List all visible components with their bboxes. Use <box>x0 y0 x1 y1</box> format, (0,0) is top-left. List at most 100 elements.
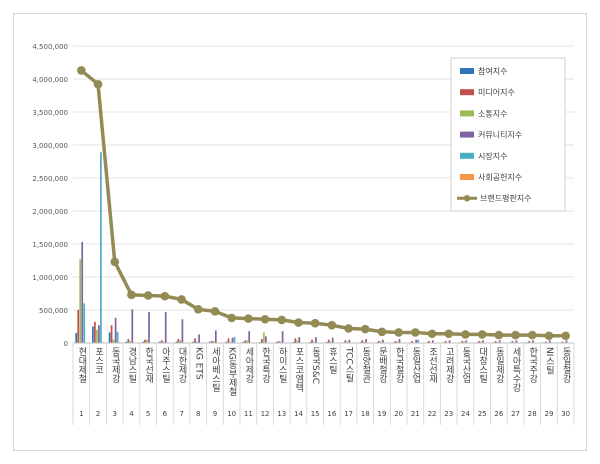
bar <box>365 339 367 343</box>
line-point <box>93 79 103 89</box>
bar <box>112 339 115 343</box>
line-point <box>444 329 454 339</box>
bar <box>417 339 420 343</box>
bar <box>544 341 547 343</box>
bar <box>363 341 365 343</box>
category-label: 고려제강 <box>444 347 454 383</box>
bar <box>331 337 334 343</box>
bar <box>129 341 132 343</box>
bar <box>511 341 514 343</box>
line-point <box>143 291 153 300</box>
bar <box>261 339 263 343</box>
bar <box>528 341 530 343</box>
bar <box>208 341 211 343</box>
bar <box>394 341 397 343</box>
line-point <box>294 318 303 327</box>
category-label: 현대제철 <box>76 347 86 383</box>
bar <box>83 303 86 343</box>
y-tick-label: 4,500,000 <box>32 43 68 51</box>
line-point <box>427 329 437 339</box>
category-label: 문배철강 <box>377 347 387 383</box>
bar <box>210 341 213 343</box>
line-point <box>160 291 170 301</box>
legend-label: 미디어지수 <box>478 87 515 97</box>
line-point <box>377 327 387 337</box>
bar <box>164 311 167 343</box>
bar <box>131 309 134 343</box>
line-point <box>411 328 420 337</box>
category-label: NI스틸 <box>544 347 554 374</box>
bar <box>225 341 228 343</box>
rank-label: 22 <box>428 410 437 418</box>
bar <box>244 340 247 343</box>
bar <box>194 338 196 343</box>
bar <box>177 339 180 343</box>
bar <box>81 242 84 343</box>
category-label: 하이스틸 <box>277 347 287 383</box>
bar <box>110 325 113 343</box>
chart-frame: 0 500,000 1,000,000 1,500,000 2,000,000 2,500… <box>13 13 587 451</box>
legend-swatch <box>460 89 474 96</box>
x-axis: 현대제철 1 포스코 2 동국제강 3 경남스틸 4 한국선재 5 아주스틸 6 대한제강 7 KG ETS… <box>72 342 575 425</box>
category-label: 세아제강 <box>243 347 253 383</box>
line-point <box>544 331 554 341</box>
bar <box>480 341 482 343</box>
bar <box>198 334 200 343</box>
y-tick-label: 3,000,000 <box>32 142 68 150</box>
bar <box>379 341 382 343</box>
bar <box>329 341 332 343</box>
line-point <box>227 313 236 323</box>
rank-label: 18 <box>361 410 370 418</box>
rank-label: 10 <box>227 410 236 418</box>
line-point <box>177 295 186 304</box>
category-label: 세아베스틸 <box>210 347 220 392</box>
bar <box>79 259 82 343</box>
bar <box>398 339 401 343</box>
line-point <box>494 330 504 340</box>
line-point <box>244 314 253 323</box>
bar <box>565 340 568 343</box>
bar <box>279 341 282 343</box>
bar <box>98 325 100 343</box>
bar <box>432 340 434 343</box>
brand-reputation-line <box>77 66 570 341</box>
rank-label: 24 <box>461 410 470 418</box>
rank-label: 26 <box>494 410 503 418</box>
category-label: 세아특수강 <box>511 347 521 392</box>
line-point <box>394 328 403 337</box>
line-point <box>461 330 470 339</box>
rank-label: 17 <box>344 410 353 418</box>
legend-label: 참여지수 <box>478 66 507 76</box>
line-point <box>193 305 203 314</box>
rank-label: 23 <box>444 410 453 418</box>
bar <box>77 310 80 343</box>
line-point <box>127 290 136 300</box>
bar <box>114 317 117 343</box>
bar <box>296 340 299 343</box>
line-point <box>327 320 337 330</box>
bar <box>158 341 161 343</box>
bar <box>415 339 418 343</box>
category-label: 경남스틸 <box>126 346 136 383</box>
bar <box>298 337 301 343</box>
bar <box>196 341 198 343</box>
bar <box>227 338 230 343</box>
category-label: 한국철강 <box>394 347 404 383</box>
category-label: 동국제강 <box>110 347 120 383</box>
category-label: 한국특강 <box>260 347 270 383</box>
bar <box>548 340 551 343</box>
bar <box>162 341 165 343</box>
y-tick-label: 1,000,000 <box>32 274 68 282</box>
bar <box>377 341 380 343</box>
rank-label: 30 <box>561 410 570 418</box>
y-tick-label: 2,000,000 <box>32 208 68 216</box>
category-label: KG ETS <box>193 347 203 380</box>
bar <box>346 341 349 343</box>
bar <box>444 341 447 343</box>
category-label: 대창스틸 <box>477 347 487 383</box>
rank-label: 5 <box>146 410 150 418</box>
bars <box>75 152 568 343</box>
bar <box>229 341 232 343</box>
rank-label: 13 <box>277 410 286 418</box>
rank-label: 27 <box>511 410 520 418</box>
